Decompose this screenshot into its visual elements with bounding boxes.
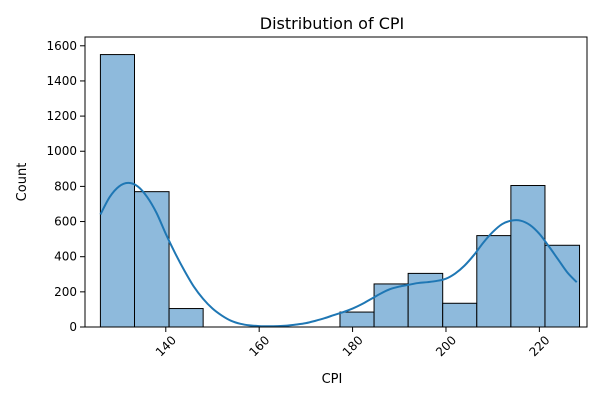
histogram-bar — [442, 302, 478, 328]
bars-group — [99, 54, 581, 328]
histogram-bar — [99, 54, 135, 328]
x-axis-label: CPI — [322, 372, 343, 387]
y-tick-label: 400 — [54, 250, 77, 264]
histogram-bar — [133, 191, 170, 328]
y-tick-label: 800 — [54, 179, 77, 193]
y-axis-label: Count — [15, 163, 30, 202]
y-axis: 0 200 400 600 800 1000 1200 1400 1600 — [46, 39, 85, 334]
y-tick-label: 600 — [54, 215, 77, 229]
y-tick-label: 200 — [54, 285, 77, 299]
y-tick-label: 1000 — [46, 144, 77, 158]
x-tick-label: 180 — [340, 333, 366, 359]
histogram-bar — [339, 311, 375, 328]
plot-frame — [84, 36, 588, 328]
x-tick-label: 220 — [526, 333, 552, 359]
y-tick-label: 1600 — [46, 39, 77, 53]
x-axis: 140 160 180 200 220 — [153, 327, 553, 359]
y-tick-label: 0 — [69, 320, 77, 334]
y-tick-label: 1200 — [46, 109, 77, 123]
x-tick-label: 140 — [153, 333, 179, 359]
histogram-bar — [510, 185, 546, 328]
chart-title: Distribution of CPI — [260, 14, 404, 33]
kde-curve — [99, 181, 578, 328]
histogram-bar — [544, 244, 581, 328]
histogram-bar — [373, 283, 409, 328]
histogram-bar — [168, 308, 204, 328]
histogram-bar — [476, 235, 512, 328]
y-tick-label: 1400 — [46, 74, 77, 88]
x-tick-label: 200 — [433, 333, 459, 359]
x-tick-label: 160 — [246, 333, 272, 359]
